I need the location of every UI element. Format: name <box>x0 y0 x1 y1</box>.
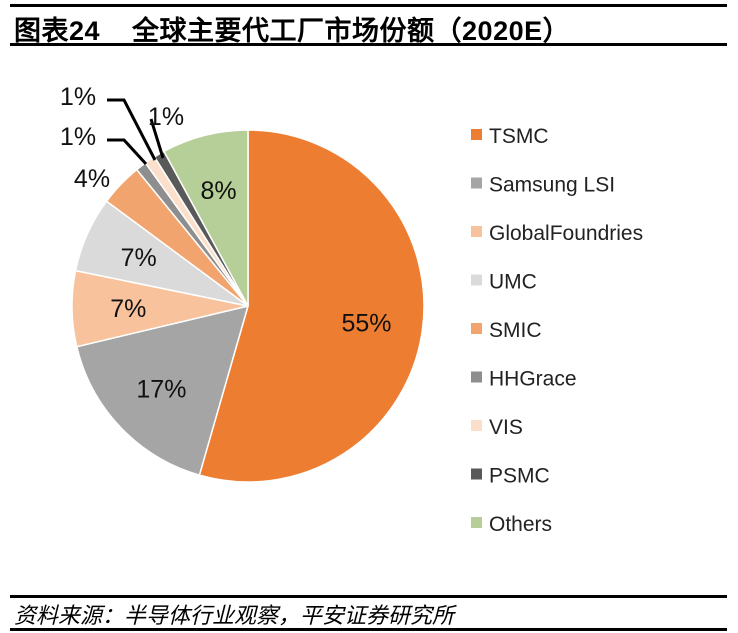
data-label: 1% <box>60 123 96 151</box>
leader-line <box>107 98 157 161</box>
legend-swatch <box>471 371 482 383</box>
legend-label: Others <box>489 513 552 536</box>
legend-label: VIS <box>489 416 523 439</box>
pie-slice-samsung-lsi <box>75 304 250 477</box>
legend-swatch <box>471 274 482 286</box>
legend-swatch <box>471 420 482 431</box>
data-label: 1% <box>148 103 184 131</box>
leader-line <box>149 118 165 159</box>
data-label: 1% <box>60 83 96 111</box>
legend-label: Samsung LSI <box>489 174 615 197</box>
leader-line <box>107 138 148 166</box>
legend-swatch <box>471 468 482 480</box>
source-top-rule <box>10 595 727 598</box>
legend-label: GlobalFoundries <box>489 222 643 245</box>
data-label: 4% <box>74 165 110 193</box>
data-label: 17% <box>136 376 186 404</box>
source-note: 资料来源：半导体行业观察，平安证券研究所 <box>14 603 455 628</box>
bottom-rule <box>10 628 727 631</box>
legend-swatch <box>471 177 482 189</box>
legend-label: PSMC <box>489 465 550 488</box>
title-rule <box>10 43 727 46</box>
data-label: 55% <box>341 310 391 338</box>
legend-label: HHGrace <box>489 368 577 391</box>
data-label: 7% <box>121 244 157 272</box>
data-label: 7% <box>110 295 146 323</box>
legend-swatch <box>471 517 482 528</box>
pie-slice-tsmc <box>198 129 425 483</box>
figure-title: 图表24 全球主要代工厂市场份额（2020E） <box>14 16 571 46</box>
legend-swatch <box>471 226 482 237</box>
pie-slice-others <box>162 129 249 307</box>
top-rule <box>10 4 727 7</box>
legend-label: TSMC <box>489 125 549 148</box>
legend-label: UMC <box>489 271 537 294</box>
legend-label: SMIC <box>489 319 542 342</box>
legend-swatch <box>471 323 482 334</box>
data-label: 8% <box>200 177 236 205</box>
legend-swatch <box>471 129 482 140</box>
